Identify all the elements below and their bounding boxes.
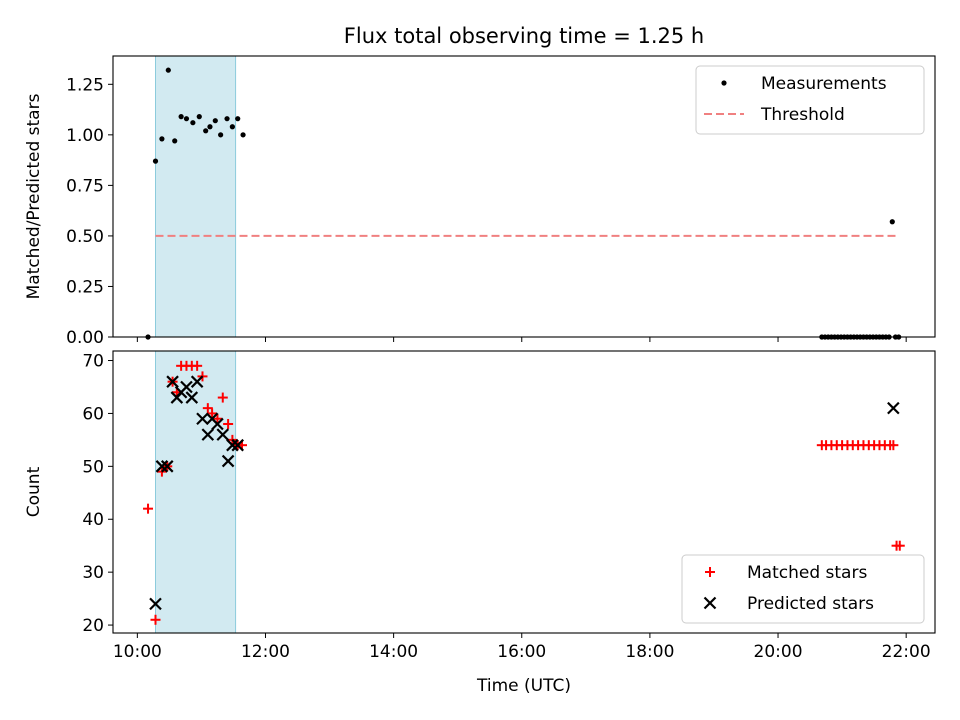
top-measurements-point xyxy=(229,124,235,130)
bottom-ytick-label: 30 xyxy=(82,563,104,583)
bottom-legend-label: Matched stars xyxy=(747,563,867,583)
bottom-predicted-stars-point xyxy=(149,597,162,611)
legend-dot-marker xyxy=(721,80,727,86)
bottom-predicted-stars-point xyxy=(231,438,244,452)
top-measurements-point xyxy=(224,116,230,122)
bottom-matched-stars-point xyxy=(888,440,899,451)
top-measurements-point xyxy=(207,124,213,130)
top-legend-label: Threshold xyxy=(760,105,845,125)
top-ytick-label: 0.50 xyxy=(66,227,104,247)
bottom-ytick-label: 40 xyxy=(82,510,104,530)
bottom-matched-stars-point xyxy=(217,392,228,403)
top-axes-frame xyxy=(112,55,936,338)
top-legend-box xyxy=(695,65,925,135)
top-ytick-label: 1.00 xyxy=(66,126,104,146)
top-measurements-point xyxy=(159,136,165,142)
bottom-predicted-stars-point xyxy=(201,428,215,441)
top-y-axis-label: Matched/Predicted stars xyxy=(24,93,44,299)
bottom-axes-frame xyxy=(112,350,936,634)
bottom-y-axis-label: Count xyxy=(24,466,44,517)
bottom-matched-stars-point xyxy=(212,413,223,424)
bottom-predicted-stars-point xyxy=(216,428,230,441)
top-ytick-label: 0.25 xyxy=(66,277,104,297)
bottom-xtick-label: 14:00 xyxy=(369,642,418,662)
bottom-legend-box xyxy=(681,554,925,624)
bottom-ytick-label: 70 xyxy=(82,352,104,372)
bottom-predicted-stars-point xyxy=(185,391,199,404)
top-legend-label: Measurements xyxy=(761,74,887,94)
bottom-predicted-stars-point xyxy=(160,460,174,473)
bottom-legend-label: Predicted stars xyxy=(747,594,874,614)
top-measurements-point xyxy=(165,67,171,73)
top-measurements-point xyxy=(183,116,190,122)
top-measurements-point xyxy=(235,116,241,122)
top-panel: 0.00 0.25 0.50 0.75 1.00 1.25 Matched/Predicte… xyxy=(24,55,936,348)
top-shaded-span xyxy=(154,55,237,338)
bottom-matched-stars-point xyxy=(202,403,213,414)
top-measurements-point xyxy=(178,114,184,120)
bottom-xtick-label: 18:00 xyxy=(625,642,674,662)
top-measurements-point xyxy=(190,120,196,126)
bottom-ytick-label: 60 xyxy=(82,404,104,424)
bottom-legend: Matched stars Predicted stars xyxy=(681,554,925,624)
bottom-predicted-stars-point xyxy=(226,438,239,452)
bottom-xtick-label: 16:00 xyxy=(497,642,546,662)
bottom-matched-stars-point xyxy=(143,503,154,514)
top-data xyxy=(145,67,902,340)
legend-x-marker xyxy=(703,596,717,610)
top-measurements-point xyxy=(218,132,224,138)
bottom-matched-stars-point xyxy=(894,540,905,551)
bottom-data xyxy=(143,360,905,625)
bottom-matched-stars-point xyxy=(207,408,218,419)
bottom-predicted-stars-point xyxy=(155,460,169,473)
bottom-matched-stars-point xyxy=(223,419,234,430)
top-measurements-point xyxy=(196,114,202,120)
x-axis-label: Time (UTC) xyxy=(476,676,571,696)
top-legend-item: Measurements xyxy=(721,74,887,94)
bottom-predicted-stars-point xyxy=(211,417,224,431)
top-ytick-label: 0.75 xyxy=(66,176,104,196)
chart-title: Flux total observing time = 1.25 h xyxy=(344,24,704,48)
bottom-matched-stars-point xyxy=(192,360,203,371)
bottom-xtick-label: 20:00 xyxy=(754,642,803,662)
top-ytick-label: 1.25 xyxy=(66,75,104,95)
top-legend-item: Threshold xyxy=(704,105,845,125)
top-measurements-point xyxy=(172,138,178,144)
top-measurements-point xyxy=(240,132,246,138)
bottom-panel: 20 30 40 50 60 70 10:00 12:00 14:00 16:00 18:00 20:… xyxy=(24,350,936,662)
bottom-ytick-label: 20 xyxy=(82,616,104,636)
bottom-predicted-stars-point xyxy=(221,454,235,468)
bottom-predicted-stars-point xyxy=(190,375,204,388)
bottom-predicted-stars-point xyxy=(887,401,900,415)
top-measurements-point xyxy=(203,128,209,134)
top-ytick-label: 0.00 xyxy=(66,328,104,348)
top-legend: Measurements Threshold xyxy=(695,65,925,135)
bottom-ytick-label: 50 xyxy=(82,457,104,477)
bottom-predicted-stars-point xyxy=(196,412,209,426)
bottom-xtick-label: 12:00 xyxy=(241,642,290,662)
bottom-predicted-stars-point xyxy=(180,380,193,394)
top-measurements-point xyxy=(152,158,159,164)
bottom-predicted-stars-point xyxy=(166,375,179,388)
bottom-legend-item: Predicted stars xyxy=(703,594,874,614)
bottom-legend-item: Matched stars xyxy=(705,563,867,583)
bottom-xtick-label: 22:00 xyxy=(882,642,931,662)
bottom-xtick-label: 10:00 xyxy=(113,642,162,662)
top-measurements-point xyxy=(889,219,895,225)
top-measurements-point xyxy=(212,118,218,124)
bottom-matched-stars-point xyxy=(150,614,161,625)
